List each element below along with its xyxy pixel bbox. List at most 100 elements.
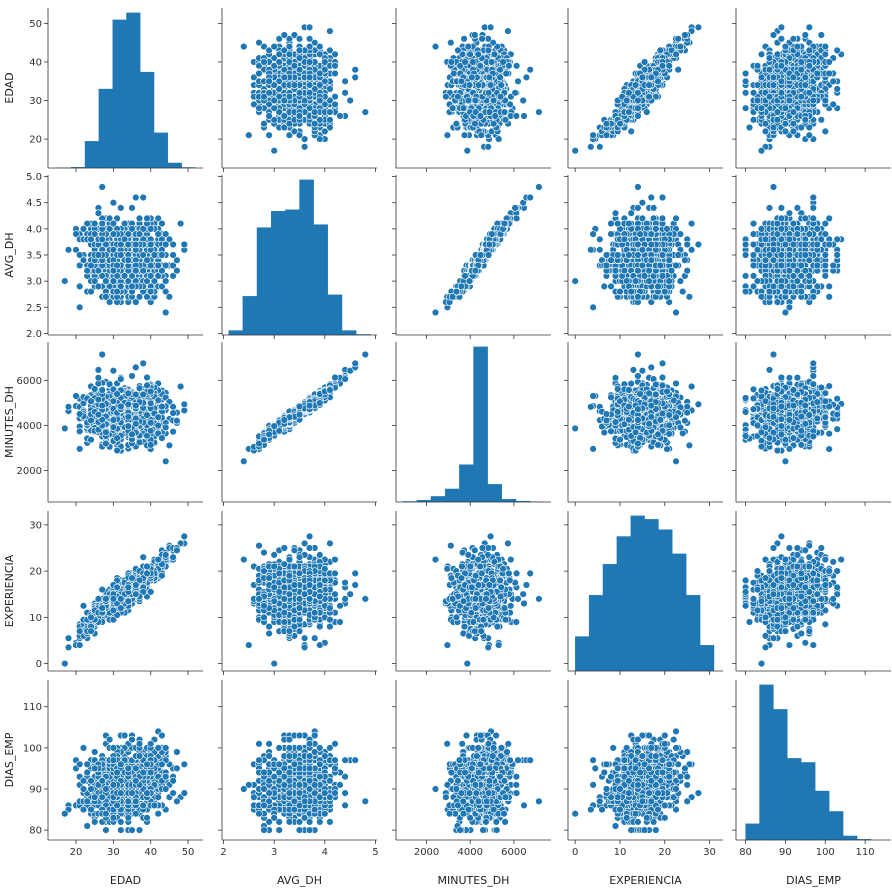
scatter-point <box>821 50 829 58</box>
scatter-point <box>109 199 118 207</box>
scatter-point <box>805 89 813 97</box>
scatter-point <box>162 308 170 317</box>
scatter-point <box>769 31 778 39</box>
panel-avg_dh-vs-edad: 2.02.53.03.54.04.55.0 <box>26 172 203 340</box>
scatter-point <box>781 127 790 136</box>
scatter-point <box>781 119 790 128</box>
scatter-point <box>270 104 278 112</box>
scatter-point <box>275 35 283 43</box>
scatter-point <box>452 119 461 128</box>
scatter-point <box>180 240 189 249</box>
scatter-point <box>765 54 774 62</box>
scatter-point <box>94 209 103 217</box>
scatter-point <box>486 23 495 31</box>
scatter-point <box>645 81 653 89</box>
scatter-point <box>654 77 662 86</box>
scatter-point <box>627 127 635 136</box>
scatter-point <box>757 104 766 112</box>
scatter-point <box>87 235 95 244</box>
scatter-point <box>468 73 476 82</box>
panel-edad-vs-dias_emp <box>732 8 891 172</box>
scatter-point <box>500 108 509 116</box>
scatter-point <box>336 112 344 120</box>
scatter-point <box>461 58 469 66</box>
hist-bar <box>228 330 243 336</box>
scatter-point <box>147 287 155 296</box>
scatter-point <box>484 89 493 97</box>
scatter-point <box>311 108 319 116</box>
scatter-point <box>132 267 140 275</box>
scatter-point <box>275 58 283 66</box>
scatter-point <box>280 112 288 120</box>
scatter-point <box>305 35 314 43</box>
scatter-point <box>321 58 329 66</box>
scatter-point <box>326 46 334 55</box>
scatter-point <box>833 85 841 93</box>
scatter-point <box>769 123 778 132</box>
scatter-point <box>75 282 84 291</box>
scatter-point <box>139 193 147 202</box>
scatter-point <box>741 77 750 86</box>
scatter-point <box>265 112 273 120</box>
scatter-point <box>295 54 304 62</box>
scatter-point <box>448 104 457 112</box>
scatter-point <box>285 50 294 58</box>
scatter-point <box>477 131 485 139</box>
scatter-point <box>761 127 770 136</box>
scatter-point <box>305 89 314 97</box>
scatter-point <box>801 81 809 89</box>
scatter-point <box>94 251 103 259</box>
scatter-point <box>457 77 466 86</box>
scatter-point <box>459 104 468 112</box>
panel-edad-vs-minutes_dh <box>392 8 551 172</box>
scatter-point <box>476 62 484 70</box>
scatter-point <box>270 147 278 155</box>
scatter-point <box>789 108 798 116</box>
scatter-point <box>331 92 339 101</box>
scatter-point <box>486 81 495 89</box>
scatter-point <box>496 73 504 82</box>
scatter-point <box>255 104 263 112</box>
scatter-point <box>484 46 493 55</box>
scatter-point <box>797 123 805 132</box>
scatter-point <box>773 108 782 116</box>
scatter-point <box>98 183 106 191</box>
hist-bar <box>153 132 169 169</box>
scatter-point <box>478 35 486 43</box>
scatter-point <box>305 81 314 89</box>
scatter-point <box>489 96 498 105</box>
scatter-point <box>147 225 155 233</box>
scatter-point <box>741 69 750 78</box>
scatter-point <box>765 92 774 101</box>
scatter-point <box>117 204 125 212</box>
scatter-point <box>489 119 498 128</box>
scatter-point <box>476 112 485 120</box>
hist-bar <box>98 88 113 169</box>
panel-edad-vs-avg_dh <box>218 8 377 172</box>
scatter-point <box>777 89 786 97</box>
scatter-point <box>753 96 762 105</box>
scatter-point <box>805 123 813 132</box>
scatter-point <box>464 96 473 105</box>
y-tick-label: 5.0 <box>26 172 42 183</box>
hist-bar <box>112 19 127 169</box>
scatter-point <box>474 50 482 58</box>
scatter-point <box>295 35 304 43</box>
scatter-point <box>499 58 507 66</box>
scatter-point <box>260 42 268 51</box>
scatter-point <box>305 73 314 82</box>
scatter-point <box>124 240 133 249</box>
scatter-point <box>464 42 472 51</box>
panel-avg_dh-vs-avg_dh <box>218 175 377 339</box>
scatter-point <box>280 73 288 82</box>
scatter-point <box>622 96 631 105</box>
scatter-point <box>817 31 825 39</box>
scatter-point <box>447 38 455 47</box>
scatter-point <box>490 50 499 58</box>
scatter-point <box>797 58 805 66</box>
scatter-point <box>789 119 798 128</box>
scatter-point <box>665 62 673 70</box>
scatter-point <box>300 135 309 143</box>
scatter-point <box>150 251 159 259</box>
y-tick-label: 4.0 <box>26 224 42 235</box>
